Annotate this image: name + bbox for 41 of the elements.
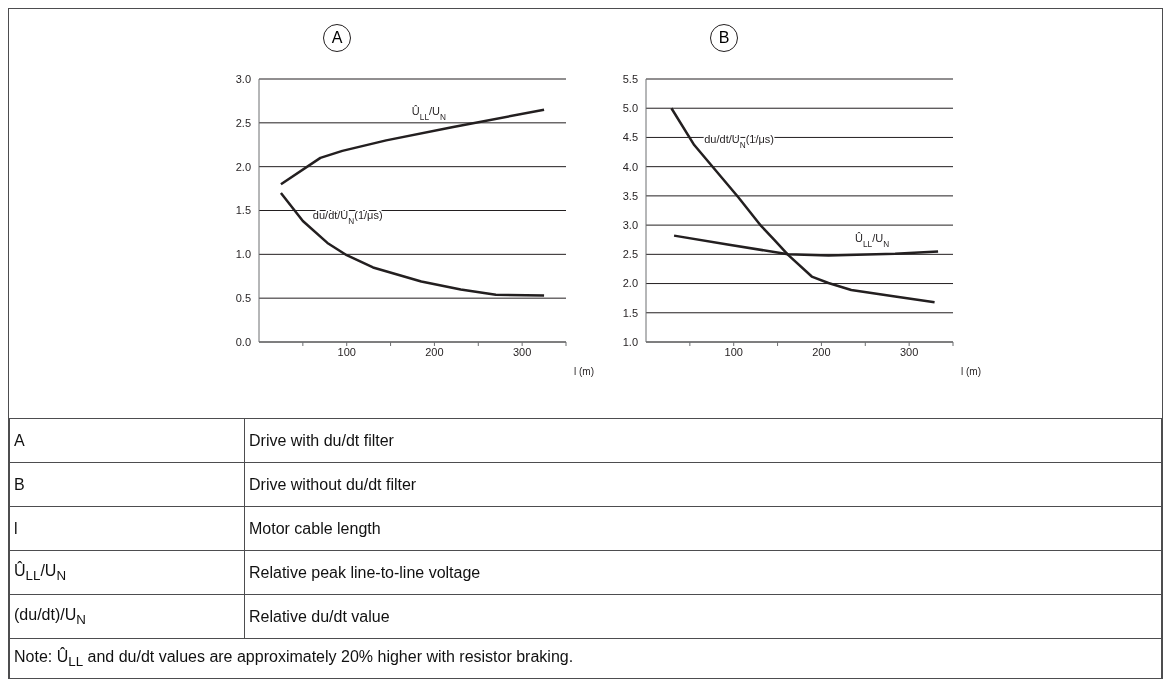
x-tick-label: 300	[512, 345, 532, 358]
y-tick-label: 4.0	[622, 160, 638, 173]
chart-title: B	[710, 24, 738, 52]
y-tick-label: 1.0	[622, 335, 638, 348]
y-tick-label: 3.0	[622, 219, 638, 232]
text: (du/dt)/U$_{N}$	[9, 594, 245, 639]
y-tick-label: 5.0	[622, 102, 638, 115]
x-axis-title: l (m)	[574, 366, 594, 377]
text: Relative peak line-to-line voltage	[244, 550, 1162, 595]
x-tick-label: 200	[425, 345, 444, 358]
text: Relative du/dt value	[244, 594, 1162, 639]
x-tick-label: 100	[337, 345, 356, 358]
y-tick-label: 0.5	[235, 292, 251, 305]
series-label: Û$_{LL}$/U$_{N}$	[411, 105, 446, 122]
y-tick-label: 1.5	[622, 306, 638, 319]
text: Û$_{LL}$/U$_{N}$	[9, 550, 245, 595]
text: Drive with du/dt filter	[244, 418, 1162, 463]
y-tick-label: 2.0	[622, 277, 638, 290]
x-tick-label: 200	[812, 345, 831, 358]
y-tick-label: 2.0	[235, 160, 251, 173]
y-tick-label: 0.0	[235, 335, 251, 348]
text: l	[9, 506, 245, 551]
y-tick-label: 5.5	[622, 72, 638, 85]
x-tick-label: 300	[899, 345, 919, 358]
y-tick-label: 2.5	[235, 116, 251, 129]
y-tick-label: 2.5	[622, 248, 638, 261]
text: Drive without du/dt filter	[244, 462, 1162, 507]
y-tick-label: 3.5	[622, 189, 638, 202]
y-tick-label: 1.0	[235, 248, 251, 261]
x-tick-label: 100	[724, 345, 743, 358]
text: Note: Û$_{LL}$ and du/dt values are approximately 20% higher with resistor braking.	[9, 638, 1162, 679]
x-axis-title: l (m)	[961, 366, 981, 377]
text: A	[9, 418, 245, 463]
y-tick-label: 4.5	[622, 131, 638, 144]
chart-title: A	[323, 24, 351, 52]
y-tick-label: 3.0	[235, 72, 251, 85]
text: Motor cable length	[244, 506, 1162, 551]
y-tick-label: 1.5	[235, 204, 251, 217]
text: B	[9, 462, 245, 507]
series-label: Û$_{LL}$/U$_{N}$	[855, 231, 890, 249]
series-label: du/dt/U$_{N}$(1/μs)	[312, 209, 383, 226]
